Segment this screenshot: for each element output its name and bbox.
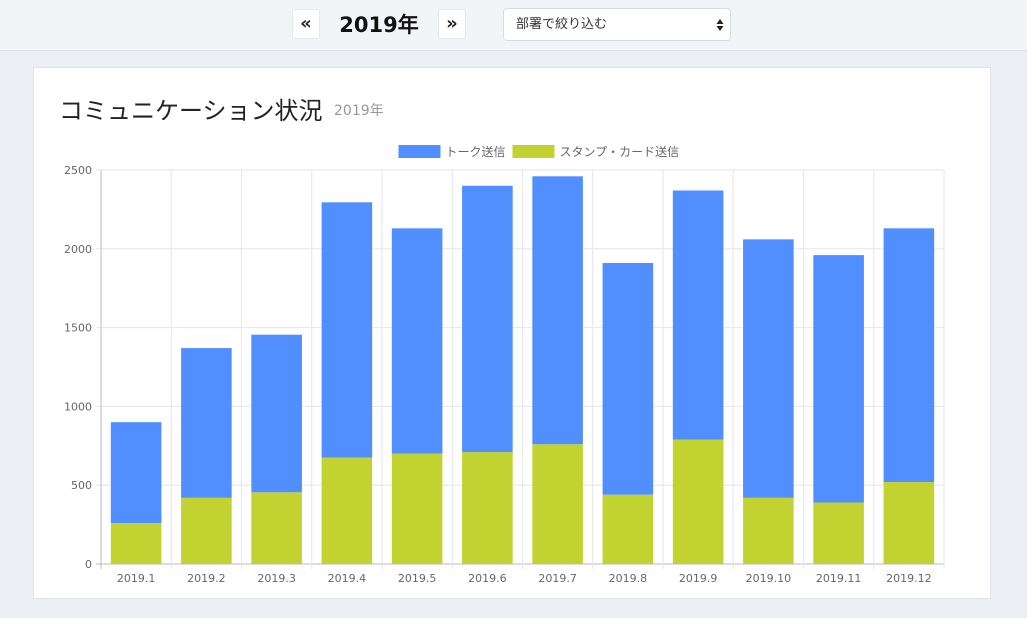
x-tick-label: 2019.4 bbox=[328, 572, 367, 585]
bar-segment bbox=[743, 497, 794, 564]
y-tick-label: 2000 bbox=[64, 243, 92, 256]
bar-segment bbox=[181, 497, 232, 564]
department-filter-select[interactable]: 部署で絞り込む bbox=[503, 8, 731, 41]
bar-segment bbox=[883, 228, 935, 483]
bar-segment bbox=[321, 457, 373, 564]
bar-segment bbox=[532, 176, 583, 445]
x-tick-label: 2019.3 bbox=[257, 572, 296, 585]
y-tick-label: 500 bbox=[71, 479, 92, 492]
stacked-bar-chart: 0 500 1000 1500 2000 2500 2019.1 2019.2 2019.3 20… bbox=[64, 144, 945, 585]
bar-segment bbox=[251, 492, 302, 564]
bar-segment bbox=[602, 262, 654, 495]
bar-segment bbox=[391, 453, 443, 564]
y-tick-label: 2500 bbox=[64, 164, 92, 177]
bar-segment bbox=[110, 523, 162, 564]
bar-segment bbox=[181, 348, 232, 498]
bar-segment bbox=[110, 422, 162, 524]
bar-segment bbox=[672, 439, 724, 564]
bar-segment bbox=[602, 494, 654, 564]
x-tick-label: 2019.1 bbox=[117, 572, 156, 585]
next-year-button[interactable]: » bbox=[438, 9, 466, 39]
bar-segment bbox=[813, 502, 864, 564]
x-tick-label: 2019.10 bbox=[746, 572, 792, 585]
x-tick-label: 2019.6 bbox=[468, 572, 507, 585]
bar-segment bbox=[321, 202, 373, 458]
bar-segment bbox=[462, 452, 513, 564]
x-tick-label: 2019.7 bbox=[538, 572, 577, 585]
y-tick-label: 1000 bbox=[64, 400, 92, 413]
legend-label: スタンプ・カード送信 bbox=[560, 144, 680, 159]
x-tick-label: 2019.9 bbox=[679, 572, 718, 585]
x-tick-label: 2019.5 bbox=[398, 572, 437, 585]
y-tick-label: 0 bbox=[85, 558, 92, 571]
legend-label: トーク送信 bbox=[446, 144, 506, 159]
bar-segment bbox=[391, 228, 443, 454]
card-title: コミュニケーション状況 bbox=[59, 97, 323, 125]
select-arrows-icon bbox=[716, 19, 724, 31]
bar-segment bbox=[462, 185, 513, 453]
communication-chart-card: コミュニケーション状況 2019年 0 500 1000 1500 2000 2500 20… bbox=[33, 67, 991, 599]
legend-swatch bbox=[512, 145, 555, 158]
card-subtitle: 2019年 bbox=[334, 103, 384, 119]
top-toolbar: « 2019年 » 部署で絞り込む bbox=[0, 0, 1027, 51]
bar-segment bbox=[532, 444, 583, 564]
current-year-label: 2019年 bbox=[339, 13, 419, 37]
x-tick-label: 2019.12 bbox=[886, 572, 932, 585]
x-tick-label: 2019.11 bbox=[816, 572, 862, 585]
bar-segment bbox=[743, 239, 794, 498]
x-tick-label: 2019.8 bbox=[609, 572, 648, 585]
bar-segment bbox=[251, 334, 302, 493]
department-filter-text: 部署で絞り込む bbox=[516, 17, 608, 32]
previous-year-button[interactable]: « bbox=[292, 9, 320, 39]
bar-segment bbox=[813, 255, 864, 503]
y-tick-label: 1500 bbox=[64, 322, 92, 335]
x-tick-label: 2019.2 bbox=[187, 572, 226, 585]
bar-segment bbox=[672, 190, 724, 440]
bar-segment bbox=[883, 482, 935, 564]
legend-swatch bbox=[398, 145, 441, 158]
